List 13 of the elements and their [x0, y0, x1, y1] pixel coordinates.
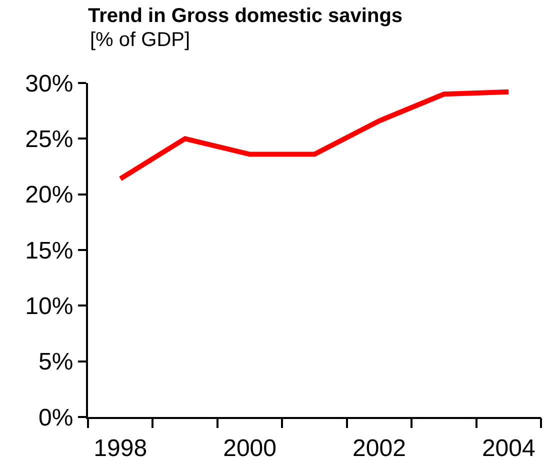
y-tick-label: 0%	[38, 404, 74, 432]
y-tick-label: 10%	[25, 293, 74, 320]
x-tick-label: 1998	[94, 434, 148, 462]
y-tick-label: 5%	[38, 348, 74, 376]
y-tick-label: 30%	[25, 70, 74, 98]
chart-title: Trend in Gross domestic savings	[88, 5, 403, 27]
chart-subtitle: [% of GDP]	[90, 29, 190, 51]
y-tick-label: 15%	[25, 237, 74, 264]
x-tick-label: 2004	[482, 434, 536, 462]
y-tick-label: 20%	[25, 182, 74, 209]
x-tick-label: 2000	[223, 434, 276, 462]
y-tick-label: 25%	[25, 126, 74, 154]
x-tick-label: 2002	[352, 434, 406, 462]
